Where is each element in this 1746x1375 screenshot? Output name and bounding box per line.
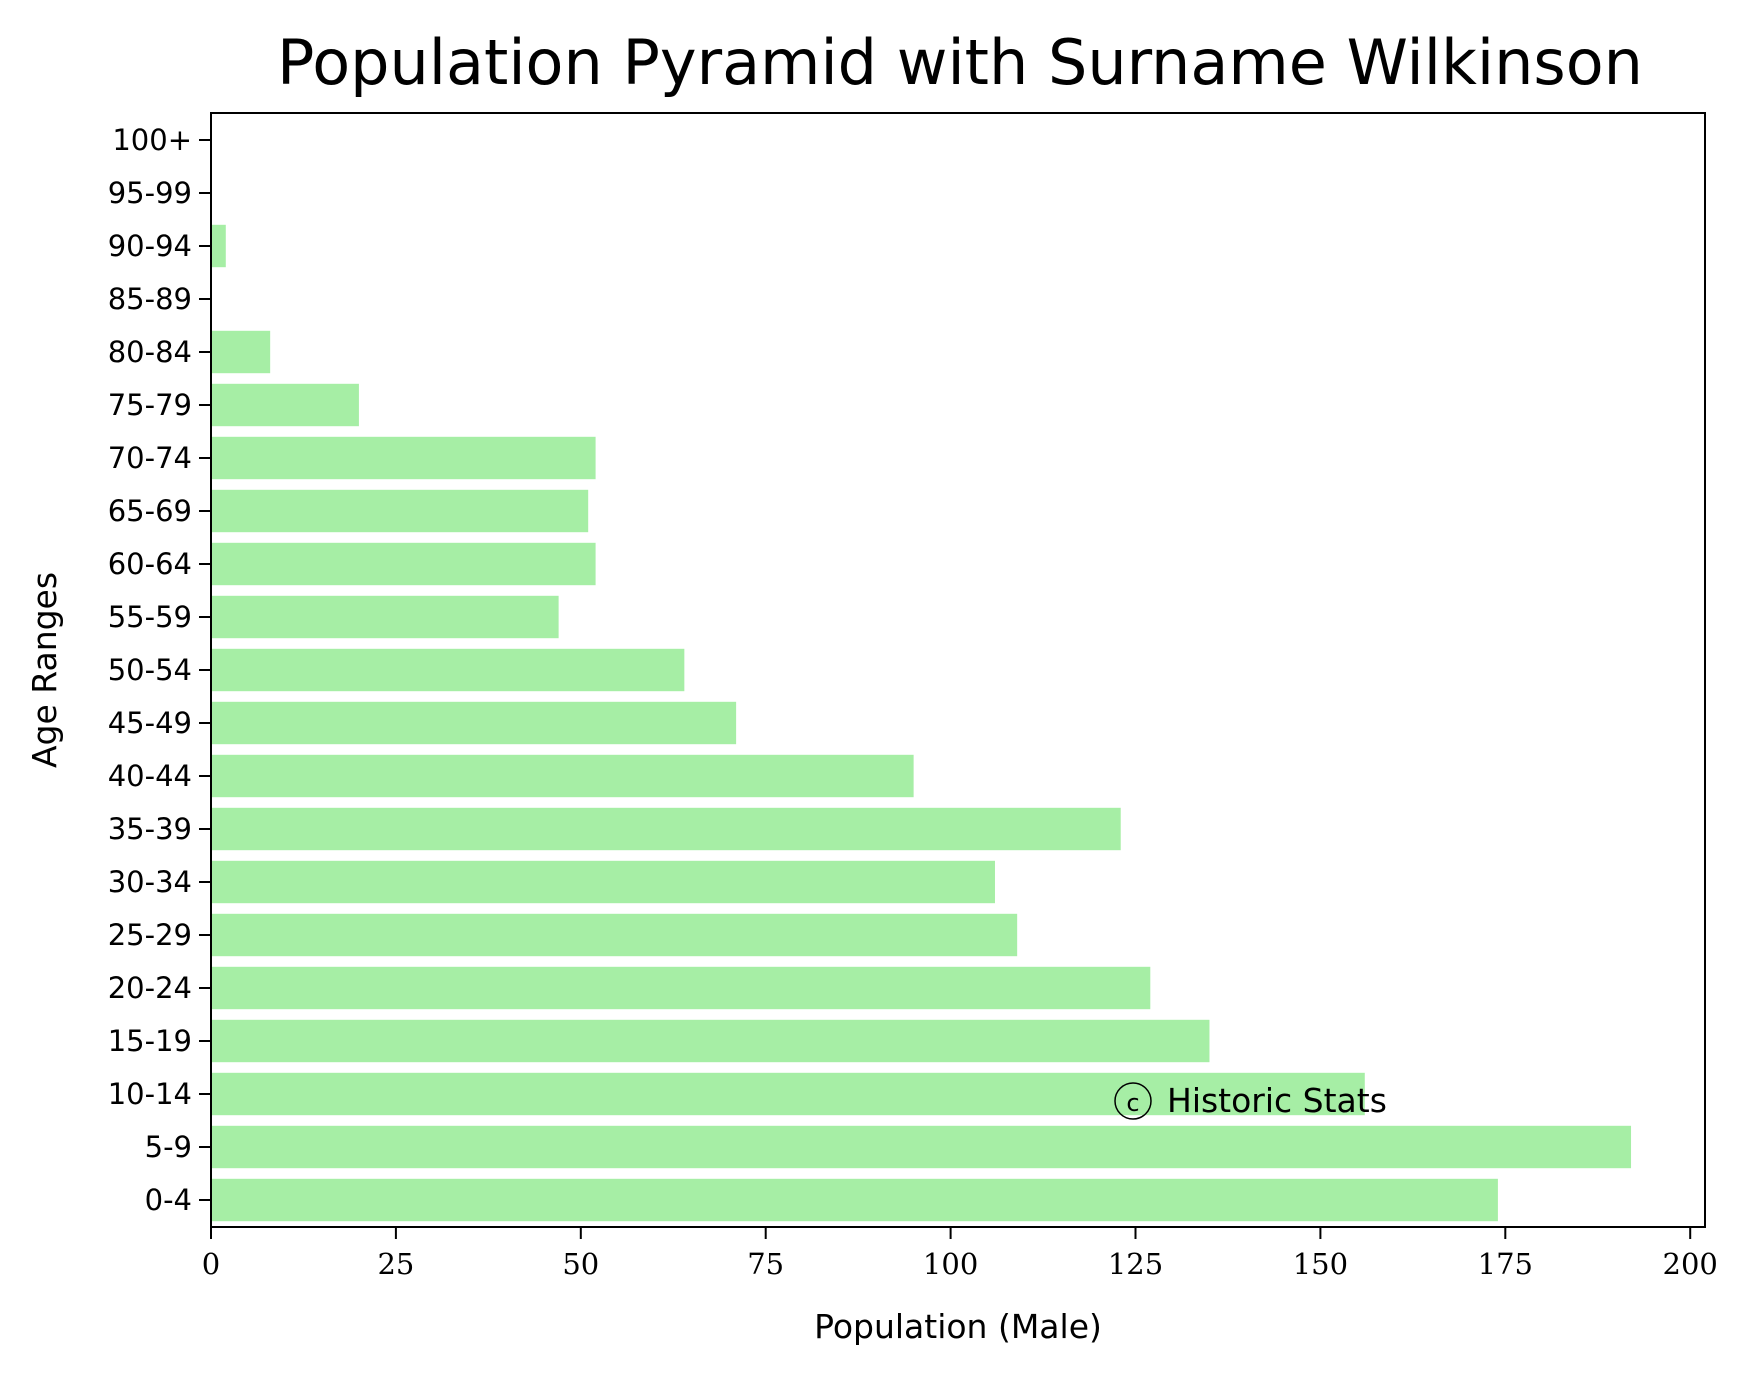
y-tick-label-35-39: 35-39 [108,812,192,846]
bars-group [211,224,1632,1222]
x-tick-label-25: 25 [377,1247,414,1281]
bar-55-59 [211,595,559,639]
y-tick-label-20-24: 20-24 [108,971,192,1005]
bar-30-34 [211,860,995,904]
x-tick-label-200: 200 [1663,1247,1718,1281]
y-tick-label-75-79: 75-79 [108,388,192,422]
y-tick-label-50-54: 50-54 [108,653,192,687]
x-tick-label-175: 175 [1478,1247,1533,1281]
y-tick-label-45-49: 45-49 [108,706,192,740]
y-tick-label-80-84: 80-84 [108,335,192,369]
y-tick-label-95-99: 95-99 [108,176,192,210]
watermark: c Historic Stats [1114,1081,1387,1120]
y-tick-label-90-94: 90-94 [108,229,192,263]
bar-60-64 [211,542,596,586]
y-tick-label-60-64: 60-64 [108,547,192,581]
y-tick-label-10-14: 10-14 [108,1077,192,1111]
chart-title: Population Pyramid with Surname Wilkinso… [277,26,1643,99]
y-tick-label-40-44: 40-44 [108,759,192,793]
bar-20-24 [211,966,1151,1010]
bar-65-69 [211,489,589,533]
y-tick-label-55-59: 55-59 [108,600,192,634]
y-tick-label-5-9: 5-9 [145,1130,192,1164]
copyright-icon [1114,1082,1152,1120]
y-axis: 0-4 5-9 10-14 15-19 20-24 25-29 30-34 35-39 40-4… [108,123,211,1217]
bar-0-4 [211,1178,1498,1222]
bar-50-54 [211,648,685,692]
bar-5-9 [211,1125,1632,1169]
x-tick-label-150: 150 [1293,1247,1348,1281]
y-tick-label-70-74: 70-74 [108,441,192,475]
y-tick-label-0-4: 0-4 [145,1183,192,1217]
y-tick-label-30-34: 30-34 [108,865,192,899]
watermark-text: Historic Stats [1167,1081,1387,1120]
plot-frame [210,112,1706,1228]
copyright-icon-glyph: c [1126,1089,1139,1117]
x-tick-label-100: 100 [923,1247,978,1281]
x-tick-label-50: 50 [562,1247,599,1281]
x-tick-label-0: 0 [202,1247,220,1281]
y-tick-label-15-19: 15-19 [108,1024,192,1058]
bar-75-79 [211,383,359,427]
y-tick-label-65-69: 65-69 [108,494,192,528]
bar-80-84 [211,330,271,374]
y-tick-label-25-29: 25-29 [108,918,192,952]
x-axis: 0 25 50 75 100 125 150 175 200 [202,1227,1718,1281]
bar-35-39 [211,807,1121,851]
bar-15-19 [211,1019,1210,1063]
x-tick-label-75: 75 [747,1247,784,1281]
bar-25-29 [211,913,1018,957]
bar-45-49 [211,701,737,745]
y-axis-label: Age Ranges [25,572,64,768]
bar-70-74 [211,436,596,480]
bar-90-94 [211,224,226,268]
x-axis-label: Population (Male) [814,1307,1102,1346]
bar-10-14 [211,1072,1365,1116]
x-tick-label-125: 125 [1108,1247,1163,1281]
bar-40-44 [211,754,914,798]
y-tick-label-100+: 100+ [112,123,192,157]
y-tick-label-85-89: 85-89 [108,282,192,316]
